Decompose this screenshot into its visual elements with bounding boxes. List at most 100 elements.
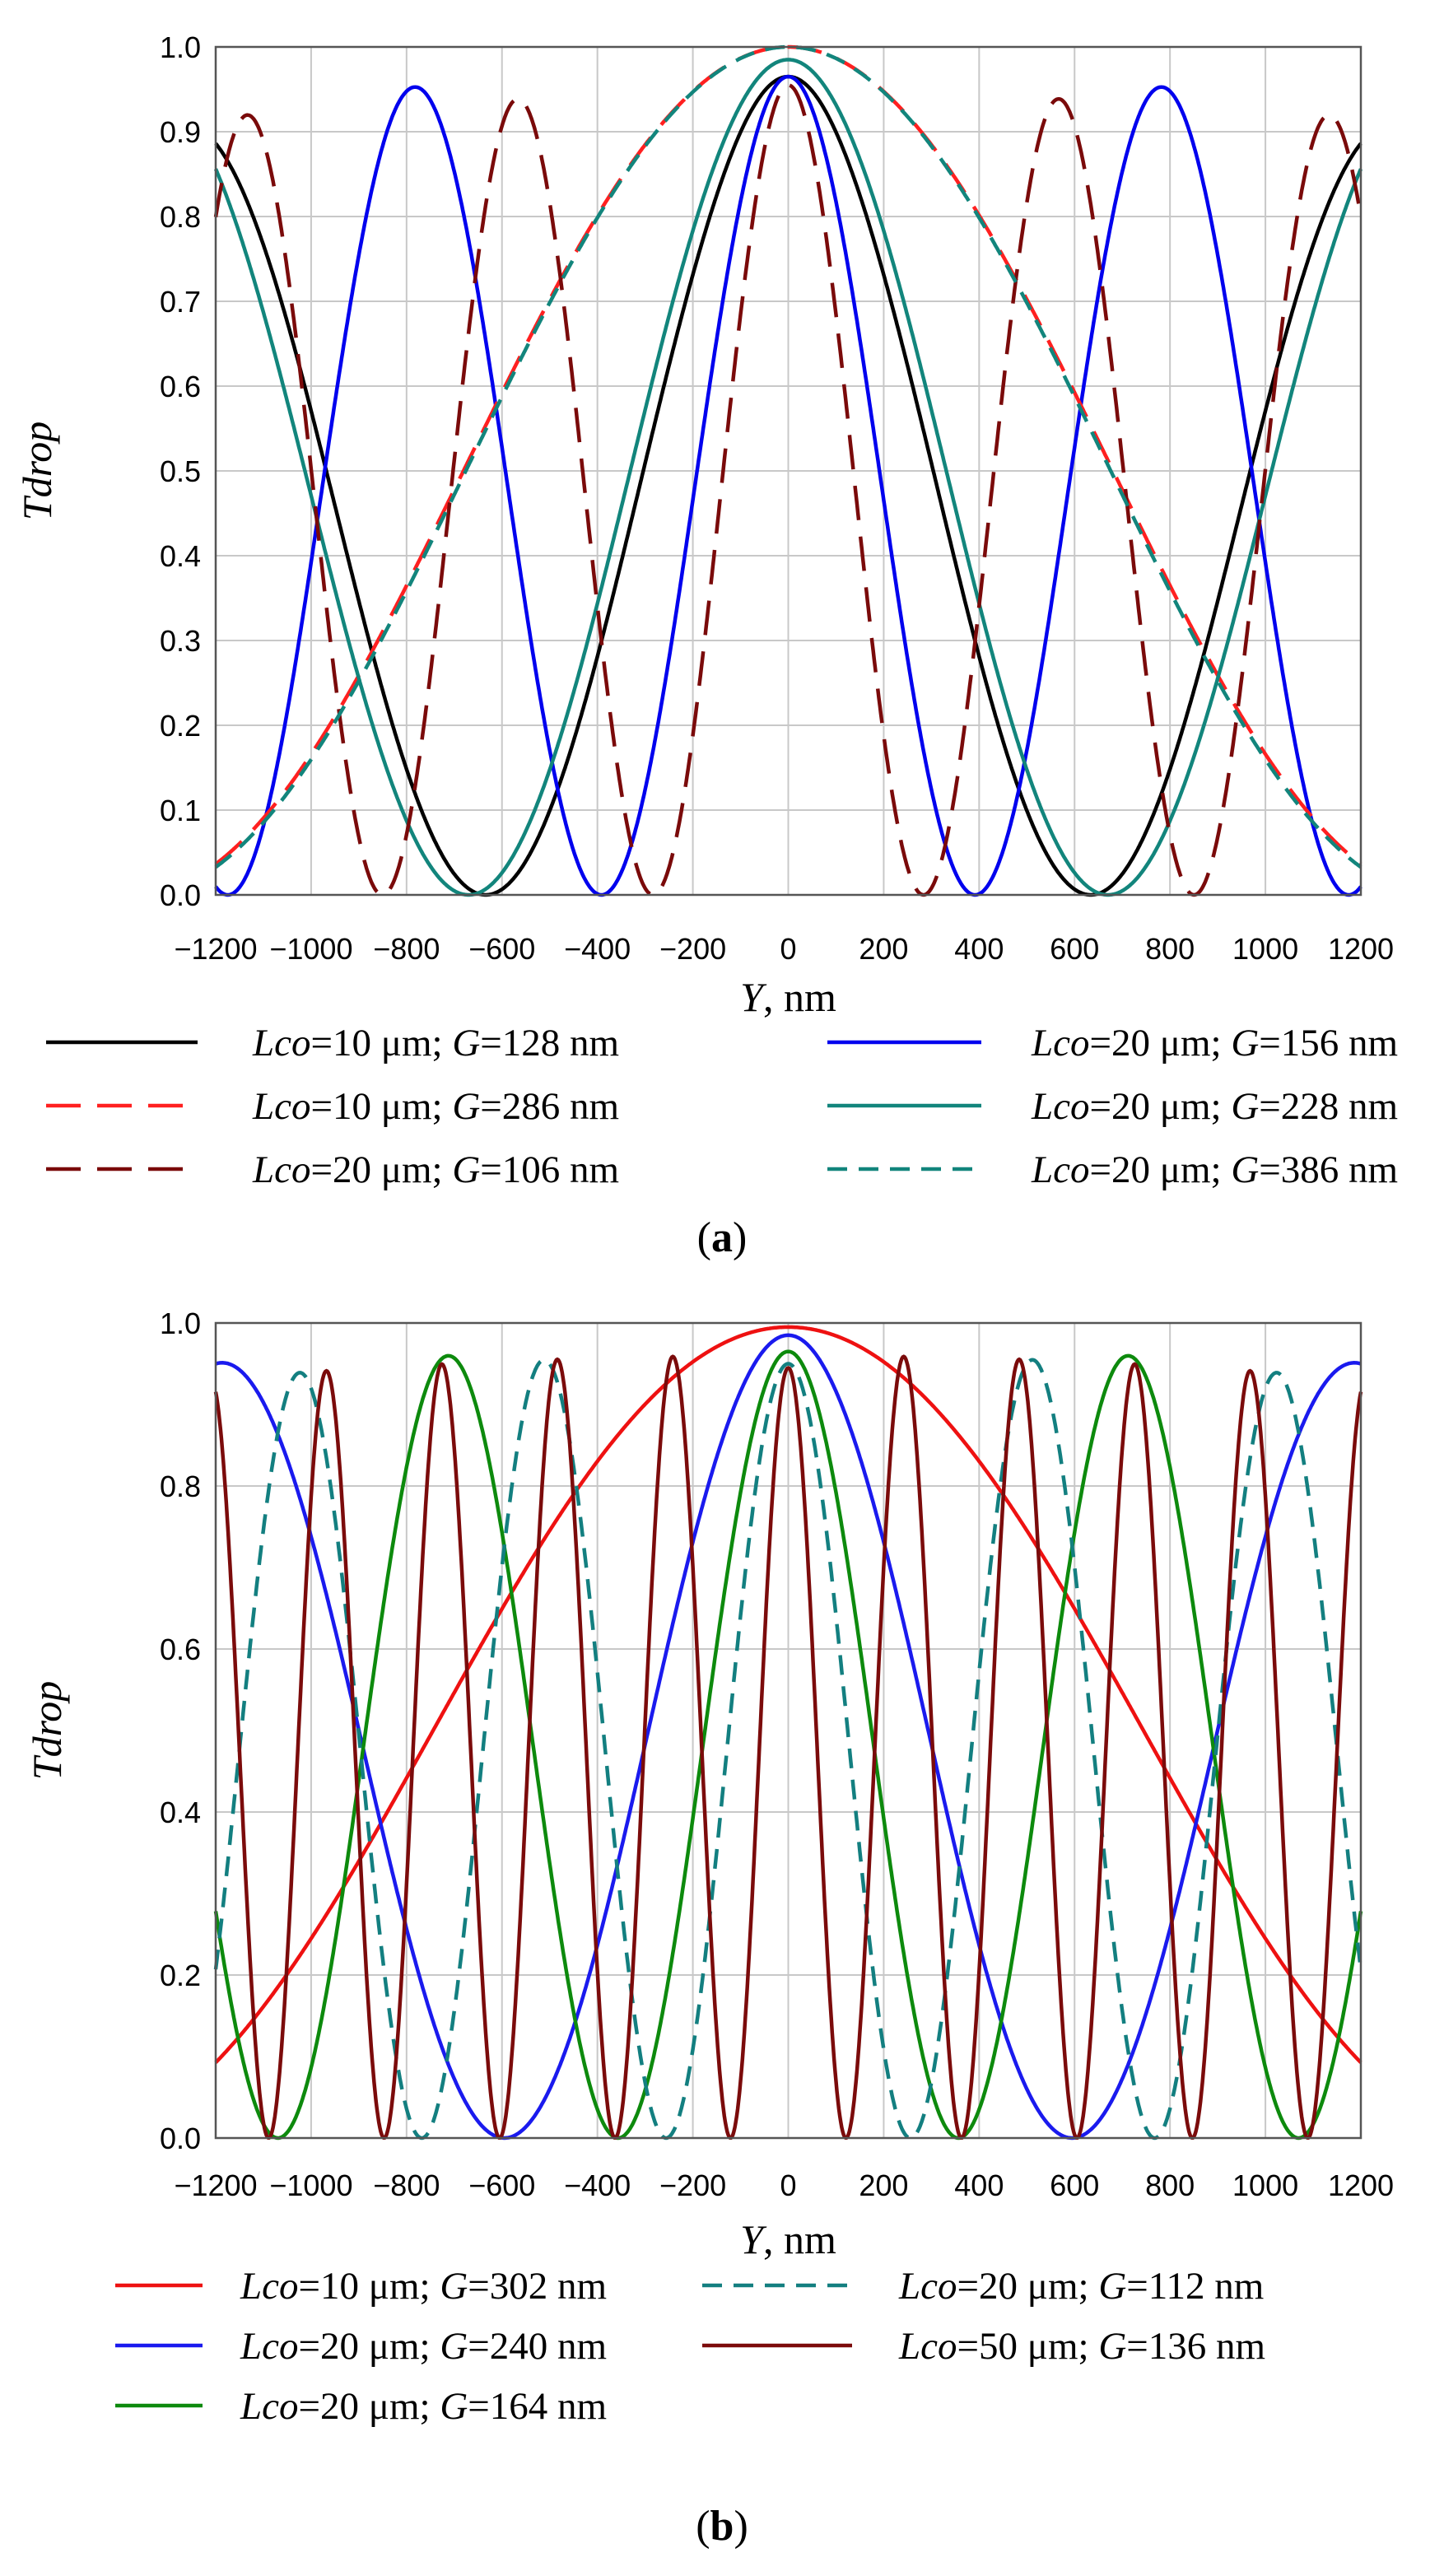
chart-b: −1200 −1000 −800 −600 −400 −200 0 200 400 600 800 1… [24, 1307, 1394, 2550]
y-tick-label: 0.8 [160, 200, 201, 234]
legend-text-part: =136 nm [1126, 2325, 1265, 2368]
legend: Lco=10 μm; G=302 nm Lco=20 μm; G=112 nmLc… [115, 2265, 1265, 2428]
legend-text-part: G [452, 1085, 480, 1128]
series-line-1 [214, 1325, 1362, 2064]
legend-text-part: Lco [252, 1022, 311, 1064]
series-line-2 [215, 1333, 1362, 2140]
legend-entry: Lco=20 μm; G=112 nm [898, 2265, 1264, 2308]
legend-text-part: Lco [240, 2385, 299, 2428]
legend-text-part: Lco [1031, 1085, 1090, 1128]
legend-entry: Lco=20 μm; G=240 nm [240, 2325, 607, 2368]
y-tick-label: 0.7 [160, 285, 201, 319]
legend-text-part: Y [740, 974, 767, 1020]
legend-entry: Lco=20 μm; G=156 nm [1031, 1022, 1398, 1064]
x-tick-label: 1000 [1232, 2168, 1298, 2202]
grid [215, 46, 1362, 896]
legend-text-part: =20 μm; [1090, 1148, 1232, 1191]
legend-text-part: =10 μm; [311, 1022, 453, 1064]
plot-frame [214, 1321, 1362, 2140]
x-tick-label: 400 [954, 2168, 1004, 2202]
legend-text-part: =386 nm [1259, 1148, 1398, 1191]
legend-text-part: G [1231, 1085, 1259, 1128]
legend-text-part: =106 nm [480, 1148, 619, 1191]
series-line-4 [213, 1358, 1363, 2140]
y-tick-label: 0.8 [160, 1470, 201, 1503]
x-tick-label: 200 [859, 932, 908, 966]
y-tick-label: 0.0 [160, 2122, 201, 2155]
x-axis-label: Y, nm [740, 974, 836, 1020]
legend-text-part: =20 μm; [1090, 1022, 1232, 1064]
x-tick-label: 800 [1145, 932, 1195, 966]
series-line-4 [213, 58, 1363, 897]
legend-entry: Lco=10 μm; G=128 nm [252, 1022, 619, 1064]
y-tick-label: 0.2 [160, 1959, 201, 1992]
legend-text-part: G [440, 2325, 468, 2368]
legend-entry: Lco=20 μm; G=164 nm [240, 2385, 607, 2428]
legend-text-part: G [452, 1022, 480, 1064]
chart-a: −1200 −1000 −800 −600 −400 −200 0 200 400 600 800 1… [14, 30, 1398, 1261]
series-group [213, 1325, 1363, 2140]
x-tick-label: 400 [954, 932, 1004, 966]
x-tick-label: −1200 [174, 2168, 257, 2202]
legend-text-part: Lco [898, 2325, 957, 2368]
legend-text-part: =112 nm [1126, 2265, 1264, 2308]
x-tick-label: 1200 [1328, 2168, 1394, 2202]
x-tick-label: −1000 [269, 932, 352, 966]
x-tick-label: −1200 [174, 932, 257, 966]
y-tick-label: 0.2 [160, 709, 201, 743]
x-tick-label: −400 [564, 2168, 631, 2202]
legend-text-part: ) [734, 2503, 748, 2550]
x-tick-label: 200 [859, 2168, 908, 2202]
series-line-5 [213, 83, 1363, 897]
legend-entry: Lco=50 μm; G=136 nm [898, 2325, 1265, 2368]
y-tick-label: 0.3 [160, 624, 201, 658]
series-line-3 [213, 1349, 1363, 2140]
legend-text-part: G [440, 2385, 468, 2428]
x-tick-label: −400 [564, 932, 631, 966]
y-tick-label: 0.6 [160, 370, 201, 403]
legend-text-part: =20 μm; [299, 2325, 440, 2368]
x-tick-label: −200 [659, 932, 726, 966]
legend-text-part: =228 nm [1259, 1085, 1398, 1128]
legend-text-part: =20 μm; [311, 1148, 453, 1191]
x-tick-label: 600 [1050, 2168, 1099, 2202]
x-tick-label: −800 [373, 2168, 440, 2202]
legend-text-part: G [1098, 2325, 1126, 2368]
x-tick-label: 0 [780, 2168, 796, 2202]
legend-text-part: G [1231, 1022, 1259, 1064]
series-line-5 [213, 1354, 1363, 2140]
panel-label: (a) [697, 1214, 748, 1261]
y-tick-label: 0.1 [160, 794, 201, 827]
legend-text-part: =10 μm; [311, 1085, 453, 1128]
x-tick-label: 0 [780, 932, 796, 966]
x-tick-label: 600 [1050, 932, 1099, 966]
legend-text-part: =10 μm; [299, 2265, 440, 2308]
x-tick-label: 1200 [1328, 932, 1394, 966]
panel-label: (b) [696, 2503, 748, 2550]
y-axis-label: Tdrop [14, 422, 60, 520]
legend-text-part: =20 μm; [299, 2385, 440, 2428]
y-tick-label: 1.0 [160, 1307, 201, 1340]
series-line-2 [214, 74, 1362, 897]
legend-text-part: =240 nm [468, 2325, 607, 2368]
legend-text-part: =50 μm; [957, 2325, 1099, 2368]
legend-text-part: =20 μm; [957, 2265, 1099, 2308]
legend-text-part: a [711, 1214, 733, 1261]
legend-text-part: , nm [763, 2216, 836, 2262]
legend-text-part: G [440, 2265, 468, 2308]
legend-entry: Lco=10 μm; G=286 nm [252, 1085, 619, 1128]
legend-text-part: =164 nm [468, 2385, 607, 2428]
tick-labels: −1200 −1000 −800 −600 −400 −200 0 200 400 600 800 1… [160, 1307, 1394, 2202]
y-tick-label: 0.0 [160, 878, 201, 912]
x-tick-label: −800 [373, 932, 440, 966]
tick-labels: −1200 −1000 −800 −600 −400 −200 0 200 400 600 800 1… [160, 30, 1394, 966]
legend-text-part: Lco [240, 2325, 299, 2368]
legend-text-part: G [1231, 1148, 1259, 1191]
x-tick-label: 1000 [1232, 932, 1298, 966]
x-tick-label: −600 [468, 932, 535, 966]
y-tick-label: 0.4 [160, 1796, 201, 1829]
legend-text-part: Y [740, 2216, 767, 2262]
y-tick-label: 0.5 [160, 454, 201, 488]
legend-text-part: ( [696, 2503, 710, 2550]
